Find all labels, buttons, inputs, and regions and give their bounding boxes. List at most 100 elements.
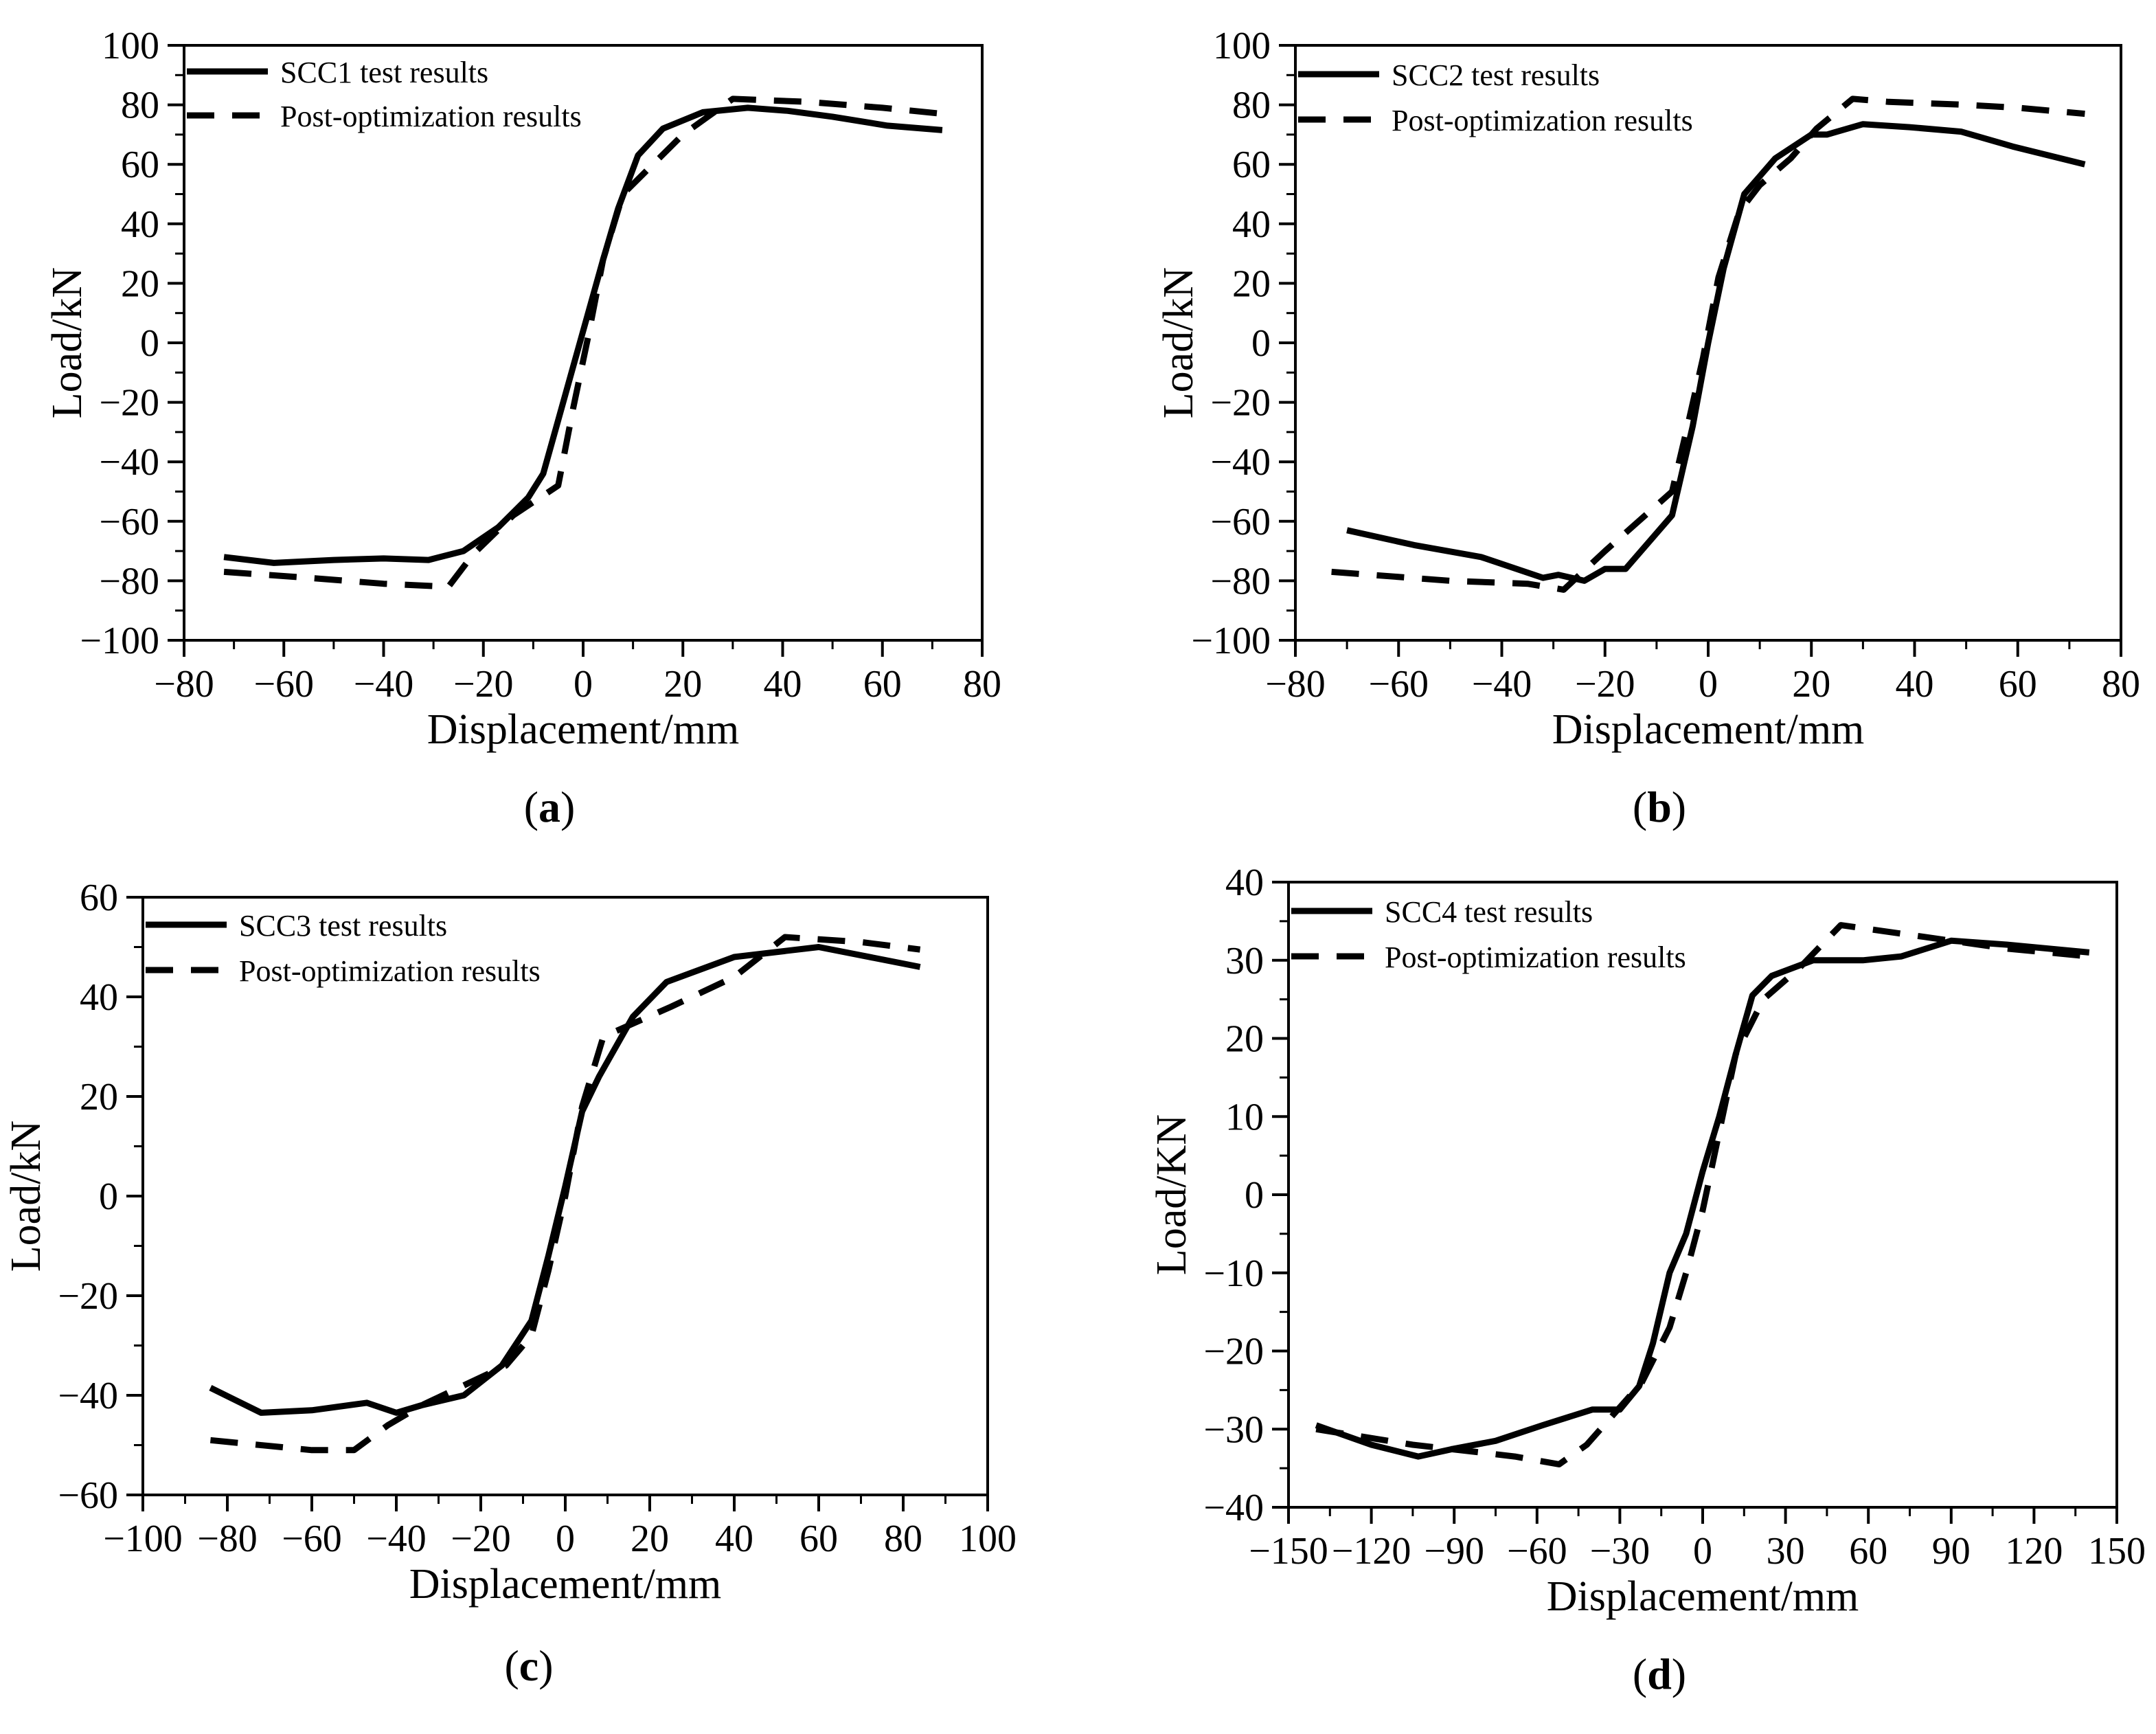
x-tick-label: 0	[556, 1518, 575, 1560]
panel-caption: (d)	[1633, 1649, 1686, 1698]
x-tick-label: 90	[1932, 1530, 1971, 1573]
y-tick-label: 20	[1232, 262, 1271, 305]
legend-entry: SCC1 test results	[280, 56, 488, 89]
x-tick-label: −80	[154, 663, 214, 706]
x-axis-label: Displacement/mm	[409, 1561, 722, 1608]
y-tick-label: −80	[99, 560, 159, 603]
y-axis-label: Load/KN	[1148, 1114, 1195, 1275]
y-tick-label: 0	[99, 1175, 118, 1218]
y-tick-label: −60	[99, 501, 159, 543]
x-tick-label: −60	[1507, 1530, 1567, 1573]
x-tick-label: 80	[2102, 663, 2140, 706]
panel-caption: (b)	[1633, 782, 1686, 831]
y-tick-label: 0	[140, 322, 159, 365]
y-tick-label: 10	[1225, 1096, 1264, 1138]
y-tick-label: −30	[1203, 1408, 1264, 1451]
x-axis-label: Displacement/mm	[427, 706, 740, 753]
x-tick-label: 40	[715, 1518, 753, 1560]
y-tick-label: −20	[58, 1275, 118, 1318]
x-tick-label: 60	[1999, 663, 2037, 706]
x-tick-label: 60	[1849, 1530, 1887, 1573]
legend-entry: Post-optimization results	[280, 100, 582, 133]
y-axis-label: Load/kN	[3, 1121, 49, 1272]
x-tick-label: 60	[863, 663, 902, 706]
y-tick-label: 100	[1213, 25, 1271, 67]
y-tick-label: −80	[1210, 560, 1271, 603]
y-tick-label: 80	[121, 85, 159, 127]
y-tick-label: −40	[58, 1375, 118, 1417]
x-tick-label: −100	[103, 1518, 183, 1560]
chart-a: −80 −60 −40 −20 0 20 40 60 80−100−80−60−40−20020…	[44, 25, 1001, 831]
plot-frame	[183, 44, 984, 642]
x-tick-label: −80	[197, 1518, 258, 1560]
x-tick-label: 30	[1767, 1530, 1805, 1573]
y-tick-label: 0	[1251, 322, 1271, 365]
x-tick-label: 20	[631, 1518, 669, 1560]
y-tick-label: 60	[80, 877, 118, 919]
y-tick-label: −40	[99, 441, 159, 484]
x-tick-label: −60	[1368, 663, 1429, 706]
y-tick-label: −10	[1203, 1252, 1264, 1295]
y-tick-label: 60	[121, 144, 159, 186]
x-tick-label: −20	[1575, 663, 1635, 706]
x-tick-label: 150	[2088, 1530, 2146, 1573]
y-tick-label: −100	[1191, 620, 1271, 662]
x-tick-label: −40	[354, 663, 414, 706]
x-tick-label: 100	[959, 1518, 1017, 1560]
x-tick-label: −30	[1590, 1530, 1650, 1573]
series-line-test	[223, 104, 943, 566]
x-tick-label: −150	[1249, 1530, 1328, 1573]
legend-entry: Post-optimization results	[1392, 104, 1693, 137]
y-tick-label: 40	[121, 203, 159, 246]
x-tick-label: 80	[963, 663, 1001, 706]
chart-c: −100 −80 −60 −40 −20 0 20 40 60 80 100 −60 −40 −20 0 20…	[3, 877, 1017, 1690]
chart-d: −150 −120 −90 −60 −30 0 30 60 90 120 150 −40 −30 −20 −…	[1148, 862, 2146, 1698]
x-tick-label: 0	[1699, 663, 1718, 706]
y-tick-label: −40	[1210, 441, 1271, 484]
y-tick-label: 20	[1225, 1018, 1264, 1061]
series-line-optimized	[1331, 95, 2085, 593]
series-line-test	[1315, 937, 2090, 1460]
legend-entry: SCC4 test results	[1385, 895, 1593, 929]
y-axis-label: Load/kN	[1155, 267, 1202, 418]
x-tick-label: 20	[663, 663, 702, 706]
x-tick-label: 40	[764, 663, 802, 706]
legend: SCC4 test results Post-optimization resul…	[1291, 895, 1686, 974]
series-line-test	[209, 944, 921, 1416]
x-tick-label: −40	[366, 1518, 427, 1560]
panel-caption: (c)	[504, 1641, 553, 1690]
y-tick-label: −20	[1203, 1331, 1264, 1373]
series-line-optimized	[223, 95, 943, 590]
x-tick-label: 0	[574, 663, 593, 706]
legend: SCC2 test results Post-optimization resul…	[1298, 58, 1693, 137]
legend: SCC3 test results Post-optimization resul…	[146, 909, 541, 988]
legend-entry: SCC2 test results	[1392, 58, 1600, 92]
x-tick-label: −60	[282, 1518, 342, 1560]
x-tick-label: −60	[253, 663, 314, 706]
y-tick-label: 100	[102, 25, 159, 67]
x-tick-label: 20	[1792, 663, 1830, 706]
legend-entry: Post-optimization results	[1385, 941, 1686, 974]
y-tick-label: 60	[1232, 144, 1271, 186]
y-tick-label: 30	[1225, 940, 1264, 982]
legend-entry: Post-optimization results	[239, 954, 541, 988]
y-tick-label: −60	[58, 1474, 118, 1517]
x-tick-label: 60	[799, 1518, 838, 1560]
x-tick-label: 40	[1896, 663, 1934, 706]
legend-entry: SCC3 test results	[239, 909, 447, 943]
chart-b: −80 −60 −40 −20 0 20 40 60 80−100−80−60−40−20020…	[1155, 25, 2140, 831]
x-tick-label: −40	[1472, 663, 1532, 706]
y-tick-label: −60	[1210, 501, 1271, 543]
x-tick-label: −120	[1332, 1530, 1411, 1573]
x-tick-label: 80	[884, 1518, 922, 1560]
x-axis-label: Displacement/mm	[1547, 1573, 1859, 1620]
x-axis-label: Displacement/mm	[1552, 706, 1865, 753]
panel-caption: (a)	[524, 782, 576, 831]
y-tick-label: 80	[1232, 85, 1271, 127]
y-tick-label: 20	[80, 1076, 118, 1118]
x-tick-label: −20	[451, 1518, 511, 1560]
series-line-optimized	[1315, 922, 2090, 1467]
series-line-test	[1346, 121, 2086, 584]
y-tick-label: −40	[1203, 1487, 1264, 1529]
